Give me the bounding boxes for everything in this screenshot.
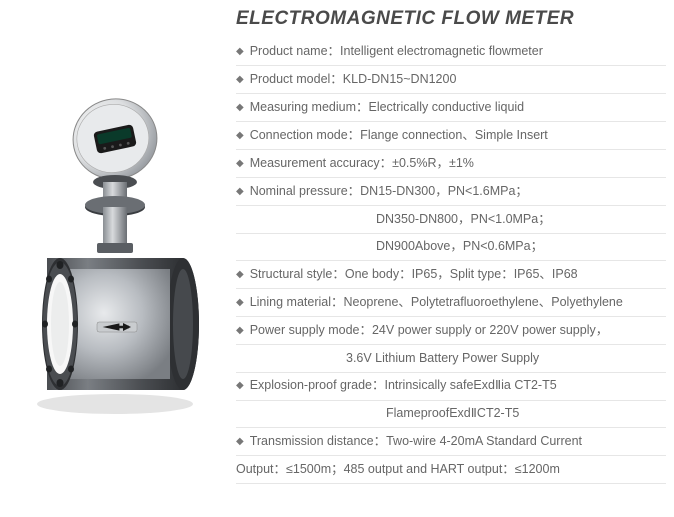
spec-row: ◆ Product name：Intelligent electromagneti… xyxy=(236,38,666,66)
bullet-diamond-icon: ◆ xyxy=(236,71,244,89)
spec-row: ◆ Power supply mode：24V power supply or 2… xyxy=(236,317,666,345)
bullet-diamond-icon: ◆ xyxy=(236,433,244,451)
spec-text: Measurement accuracy：±0.5%R，±1% xyxy=(250,155,666,173)
spec-text: Structural style：One body：IP65，Split typ… xyxy=(250,266,666,284)
spec-text: Connection mode：Flange connection、Simple… xyxy=(250,127,666,145)
spec-text: Power supply mode：24V power supply or 22… xyxy=(250,322,666,340)
spec-text: Measuring medium：Electrically conductive… xyxy=(250,99,666,117)
product-image-area xyxy=(0,0,230,517)
bullet-diamond-icon: ◆ xyxy=(236,99,244,117)
bullet-diamond-icon: ◆ xyxy=(236,266,244,284)
spec-text: Transmission distance：Two-wire 4-20mA St… xyxy=(250,433,666,451)
spec-row: ◆ Structural style：One body：IP65，Split ty… xyxy=(236,261,666,289)
product-title: ELECTROMAGNETIC FLOW METER xyxy=(236,8,666,30)
spec-continuation: FlameproofExdⅡCT2-T5 xyxy=(236,401,666,429)
spec-text: Nominal pressure：DN15-DN300，PN<1.6MPa； xyxy=(250,183,666,201)
bullet-diamond-icon: ◆ xyxy=(236,155,244,173)
flowmeter-illustration xyxy=(15,89,215,429)
spec-row: ◆ Measuring medium：Electrically conductiv… xyxy=(236,94,666,122)
spec-row: ◆ Nominal pressure：DN15-DN300，PN<1.6MPa； xyxy=(236,178,666,206)
spec-sheet: ELECTROMAGNETIC FLOW METER ◆ Product name… xyxy=(230,0,674,517)
spec-text: Lining material：Neoprene、Polytetrafluoro… xyxy=(250,294,666,312)
spec-list: ◆ Product name：Intelligent electromagneti… xyxy=(236,38,666,484)
spec-row: ◆ Explosion-proof grade：Intrinsically saf… xyxy=(236,373,666,401)
spec-text: Product model：KLD-DN15~DN1200 xyxy=(250,71,666,89)
bullet-diamond-icon: ◆ xyxy=(236,322,244,340)
bullet-diamond-icon: ◆ xyxy=(236,43,244,61)
spec-continuation: DN900Above，PN<0.6MPa； xyxy=(236,234,666,262)
bullet-diamond-icon: ◆ xyxy=(236,183,244,201)
spec-continuation: DN350-DN800，PN<1.0MPa； xyxy=(236,206,666,234)
bullet-diamond-icon: ◆ xyxy=(236,377,244,395)
spec-row: ◆ Measurement accuracy：±0.5%R，±1% xyxy=(236,150,666,178)
spec-row: ◆ Lining material：Neoprene、Polytetrafluor… xyxy=(236,289,666,317)
spec-row: ◆ Connection mode：Flange connection、Simpl… xyxy=(236,122,666,150)
spec-output: Output：≤1500m；485 output and HART output… xyxy=(236,456,666,484)
spec-text: Product name：Intelligent electromagnetic… xyxy=(250,43,666,61)
spec-text: Explosion-proof grade：Intrinsically safe… xyxy=(250,377,666,395)
spec-row: ◆ Transmission distance：Two-wire 4-20mA S… xyxy=(236,428,666,456)
spec-continuation: 3.6V Lithium Battery Power Supply xyxy=(236,345,666,373)
bullet-diamond-icon: ◆ xyxy=(236,127,244,145)
spec-row: ◆ Product model：KLD-DN15~DN1200 xyxy=(236,66,666,94)
bullet-diamond-icon: ◆ xyxy=(236,294,244,312)
